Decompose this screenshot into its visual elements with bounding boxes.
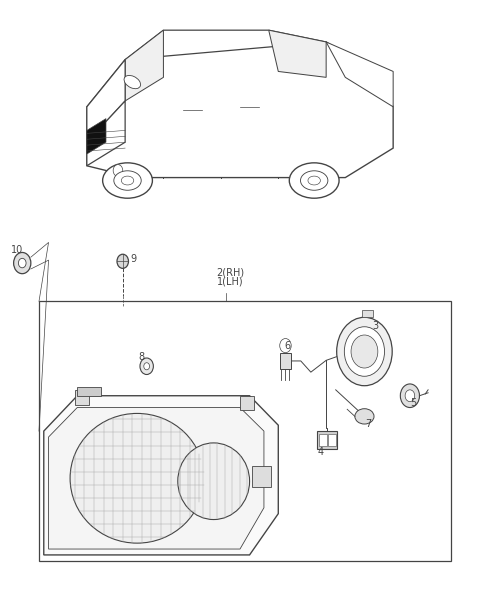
- Text: 1(LH): 1(LH): [217, 277, 244, 287]
- Polygon shape: [87, 119, 106, 154]
- Ellipse shape: [300, 171, 328, 190]
- Ellipse shape: [121, 176, 134, 185]
- Circle shape: [117, 254, 129, 268]
- Circle shape: [405, 390, 415, 402]
- Circle shape: [400, 384, 420, 408]
- Text: 2(RH): 2(RH): [216, 268, 244, 278]
- Circle shape: [144, 363, 150, 370]
- Circle shape: [140, 358, 154, 375]
- Polygon shape: [48, 408, 264, 549]
- Circle shape: [344, 327, 384, 376]
- Circle shape: [18, 258, 26, 268]
- Ellipse shape: [70, 414, 204, 543]
- Text: 3: 3: [372, 321, 378, 331]
- Text: 6: 6: [285, 340, 291, 350]
- Circle shape: [351, 335, 378, 368]
- Bar: [252, 466, 271, 487]
- Polygon shape: [75, 390, 89, 405]
- Circle shape: [336, 317, 392, 386]
- Bar: [328, 434, 336, 446]
- Ellipse shape: [103, 163, 153, 198]
- Bar: [362, 310, 372, 317]
- Text: 9: 9: [131, 254, 137, 264]
- Polygon shape: [44, 396, 278, 555]
- Polygon shape: [269, 30, 326, 77]
- Text: 10: 10: [12, 245, 24, 255]
- Circle shape: [113, 165, 123, 176]
- Polygon shape: [240, 396, 254, 411]
- Bar: [39, 301, 451, 561]
- Bar: [280, 353, 291, 369]
- Ellipse shape: [114, 171, 141, 190]
- Polygon shape: [87, 60, 125, 142]
- Ellipse shape: [280, 339, 291, 353]
- Ellipse shape: [178, 443, 250, 519]
- Polygon shape: [326, 42, 393, 107]
- Polygon shape: [125, 30, 326, 60]
- Ellipse shape: [289, 163, 339, 198]
- Bar: [317, 431, 336, 449]
- Bar: [319, 434, 327, 446]
- Circle shape: [13, 252, 31, 274]
- Polygon shape: [87, 101, 125, 166]
- Polygon shape: [125, 30, 163, 101]
- Ellipse shape: [355, 409, 374, 424]
- Polygon shape: [87, 42, 393, 177]
- Ellipse shape: [124, 76, 141, 89]
- Text: 4: 4: [317, 447, 324, 457]
- Ellipse shape: [308, 176, 321, 185]
- Polygon shape: [77, 387, 101, 396]
- Text: 5: 5: [410, 398, 416, 408]
- Text: 8: 8: [139, 352, 145, 362]
- Text: 7: 7: [365, 419, 372, 429]
